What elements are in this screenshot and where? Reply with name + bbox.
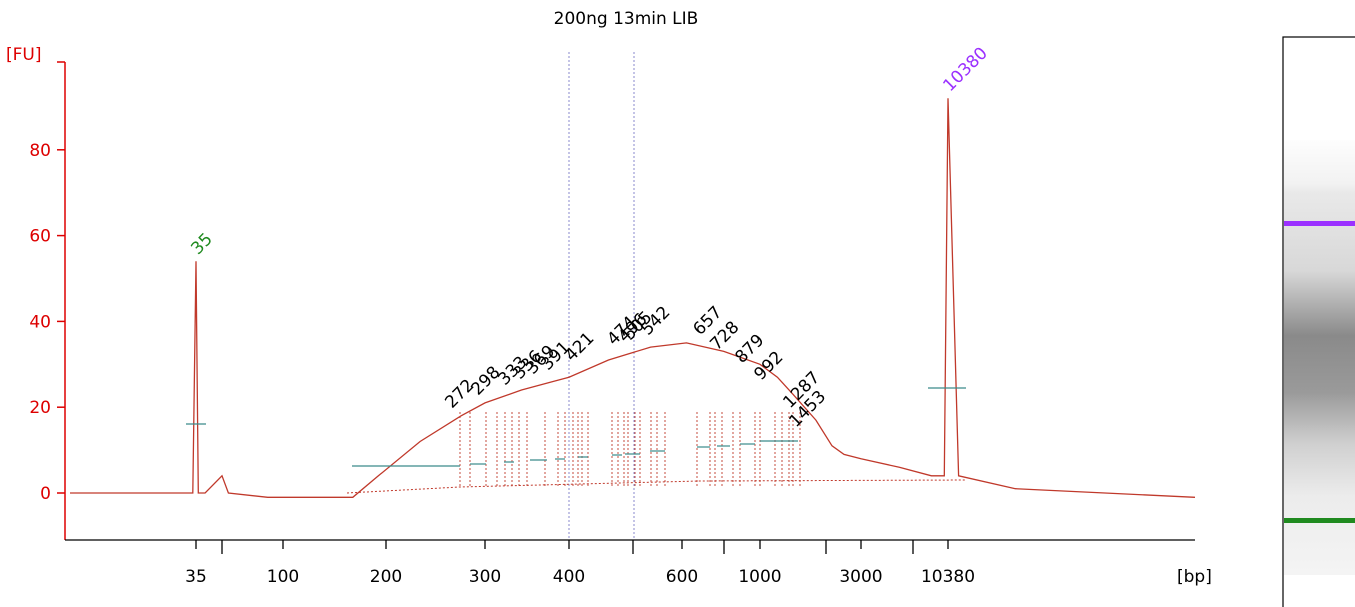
electropherogram-trace [70, 98, 1196, 498]
x-tick-label: 400 [553, 567, 585, 587]
y-tick-label: 40 [29, 312, 51, 332]
gel-lower-marker-band [1284, 518, 1355, 523]
smear-baseline [346, 479, 967, 494]
y-tick-label: 20 [29, 398, 51, 418]
x-tick-label: 200 [370, 567, 402, 587]
x-tick-label: 300 [469, 567, 501, 587]
x-tick-label: 600 [666, 567, 698, 587]
x-tick-label: 1000 [738, 567, 781, 587]
y-axis-label: [FU] [6, 45, 42, 65]
x-tick-label: 10380 [921, 567, 975, 587]
x-axis-label: [bp] [1177, 567, 1212, 587]
gel-lane-background [1284, 140, 1355, 575]
gel-upper-marker-band [1284, 221, 1355, 226]
x-tick-label: 100 [267, 567, 299, 587]
y-tick-label: 80 [29, 141, 51, 161]
y-tick-label: 0 [40, 484, 51, 504]
x-tick-label: 3000 [839, 567, 882, 587]
y-tick-label: 60 [29, 227, 51, 247]
x-tick-label: 35 [185, 567, 207, 587]
chart-title: 200ng 13min LIB [554, 9, 699, 29]
